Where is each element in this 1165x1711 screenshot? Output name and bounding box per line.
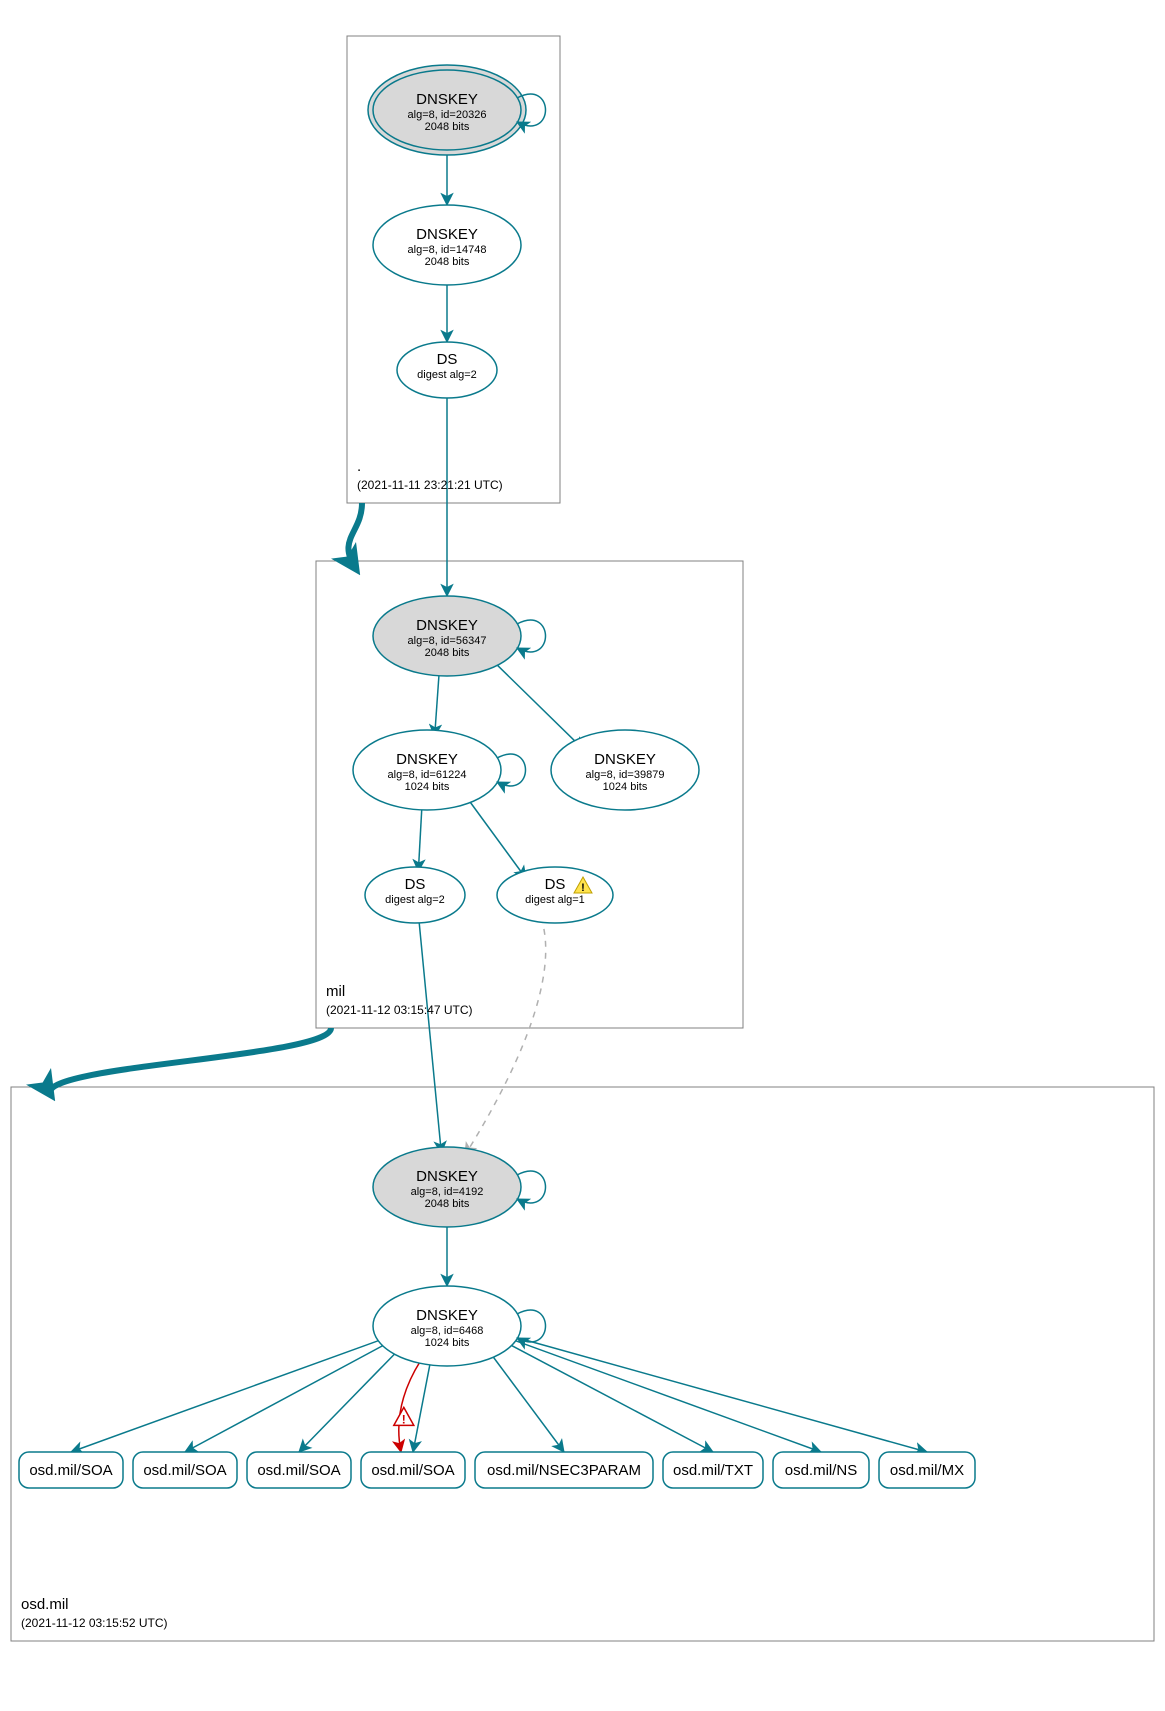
leaf-edge xyxy=(504,1341,713,1452)
node-sub1: alg=8, id=56347 xyxy=(408,635,487,647)
leaf-label: osd.mil/MX xyxy=(890,1462,964,1479)
node-sub1: alg=8, id=14748 xyxy=(408,244,487,256)
edge xyxy=(465,917,546,1155)
node-title: DNSKEY xyxy=(594,751,656,768)
node-root_dnskey_zsk: DNSKEYalg=8, id=147482048 bits xyxy=(373,205,521,285)
leaf-soa4: osd.mil/SOA xyxy=(361,1452,465,1488)
node-sub1: digest alg=1 xyxy=(525,894,585,906)
leaf-label: osd.mil/TXT xyxy=(673,1462,753,1479)
leaf-label: osd.mil/NSEC3PARAM xyxy=(487,1462,641,1479)
node-mil_dnskey_ksk: DNSKEYalg=8, id=563472048 bits xyxy=(373,596,546,676)
zone-timestamp-osdmil: (2021-11-12 03:15:52 UTC) xyxy=(21,1616,168,1630)
node-mil_dnskey_extra: DNSKEYalg=8, id=398791024 bits xyxy=(551,730,699,810)
zone-label-mil: mil xyxy=(326,983,345,1000)
node-sub1: alg=8, id=4192 xyxy=(411,1186,484,1198)
node-title: DNSKEY xyxy=(416,91,478,108)
node-sub2: 1024 bits xyxy=(603,781,648,793)
zone-box-osdmil xyxy=(11,1087,1154,1641)
node-mil_ds_2: DSdigest alg=1! xyxy=(497,867,613,923)
zone-timestamp-root: (2021-11-11 23:21:21 UTC) xyxy=(357,478,503,492)
node-sub1: alg=8, id=20326 xyxy=(408,109,487,121)
node-title: DNSKEY xyxy=(396,751,458,768)
leaf-mx: osd.mil/MX xyxy=(879,1452,975,1488)
leaf-label: osd.mil/SOA xyxy=(143,1462,226,1479)
leaf-soa1: osd.mil/SOA xyxy=(19,1452,123,1488)
node-title: DNSKEY xyxy=(416,1168,478,1185)
node-sub2: 2048 bits xyxy=(425,647,470,659)
zone-delegation-arrow xyxy=(50,1028,331,1095)
leaf-txt: osd.mil/TXT xyxy=(663,1452,763,1488)
svg-text:!: ! xyxy=(402,1412,406,1426)
leaf-edge xyxy=(185,1342,390,1452)
node-osd_dnskey_zsk: DNSKEYalg=8, id=64681024 bits xyxy=(373,1286,546,1366)
leaf-label: osd.mil/SOA xyxy=(257,1462,340,1479)
leaf-label: osd.mil/SOA xyxy=(371,1462,454,1479)
edge xyxy=(419,919,442,1154)
node-title: DNSKEY xyxy=(416,226,478,243)
leaf-edge xyxy=(399,1361,421,1452)
zone-label-osdmil: osd.mil xyxy=(21,1596,69,1613)
node-sub1: alg=8, id=39879 xyxy=(586,769,665,781)
leaf-label: osd.mil/SOA xyxy=(29,1462,112,1479)
node-sub1: digest alg=2 xyxy=(417,369,477,381)
node-title: DS xyxy=(405,876,426,893)
edge xyxy=(418,804,422,871)
node-sub2: 2048 bits xyxy=(425,121,470,133)
leaf-edge xyxy=(508,1335,927,1452)
node-mil_dnskey_zsk: DNSKEYalg=8, id=612241024 bits xyxy=(353,730,526,810)
node-osd_dnskey_ksk: DNSKEYalg=8, id=41922048 bits xyxy=(373,1147,546,1227)
node-sub1: digest alg=2 xyxy=(385,894,445,906)
svg-text:!: ! xyxy=(581,882,585,894)
node-title: DS xyxy=(437,351,458,368)
edge xyxy=(435,670,440,737)
node-title: DNSKEY xyxy=(416,1307,478,1324)
leaf-soa3: osd.mil/SOA xyxy=(247,1452,351,1488)
dnssec-diagram: ! DNSKEYalg=8, id=203262048 bitsDNSKEYal… xyxy=(0,0,1165,1711)
zone-delegation-arrow xyxy=(348,503,362,569)
leaf-ns: osd.mil/NS xyxy=(773,1452,869,1488)
node-sub1: alg=8, id=6468 xyxy=(411,1325,484,1337)
leaf-label: osd.mil/NS xyxy=(785,1462,858,1479)
leaf-edge xyxy=(413,1361,431,1452)
node-sub2: 1024 bits xyxy=(425,1337,470,1349)
leaf-edge xyxy=(507,1337,821,1452)
edge xyxy=(488,656,583,749)
zone-label-root: . xyxy=(357,458,361,475)
node-sub2: 2048 bits xyxy=(425,1198,470,1210)
node-sub2: 1024 bits xyxy=(405,781,450,793)
node-root_ds: DSdigest alg=2 xyxy=(397,342,497,398)
node-mil_ds_1: DSdigest alg=2 xyxy=(365,867,465,923)
node-sub2: 2048 bits xyxy=(425,256,470,268)
edge xyxy=(464,794,526,879)
node-title: DNSKEY xyxy=(416,617,478,634)
leaf-nsec: osd.mil/NSEC3PARAM xyxy=(475,1452,653,1488)
node-root_dnskey_ksk: DNSKEYalg=8, id=203262048 bits xyxy=(368,65,546,155)
leaf-edge xyxy=(71,1337,387,1452)
zone-timestamp-mil: (2021-11-12 03:15:47 UTC) xyxy=(326,1003,473,1017)
node-title: DS xyxy=(545,876,566,893)
leaf-soa2: osd.mil/SOA xyxy=(133,1452,237,1488)
node-sub1: alg=8, id=61224 xyxy=(388,769,467,781)
